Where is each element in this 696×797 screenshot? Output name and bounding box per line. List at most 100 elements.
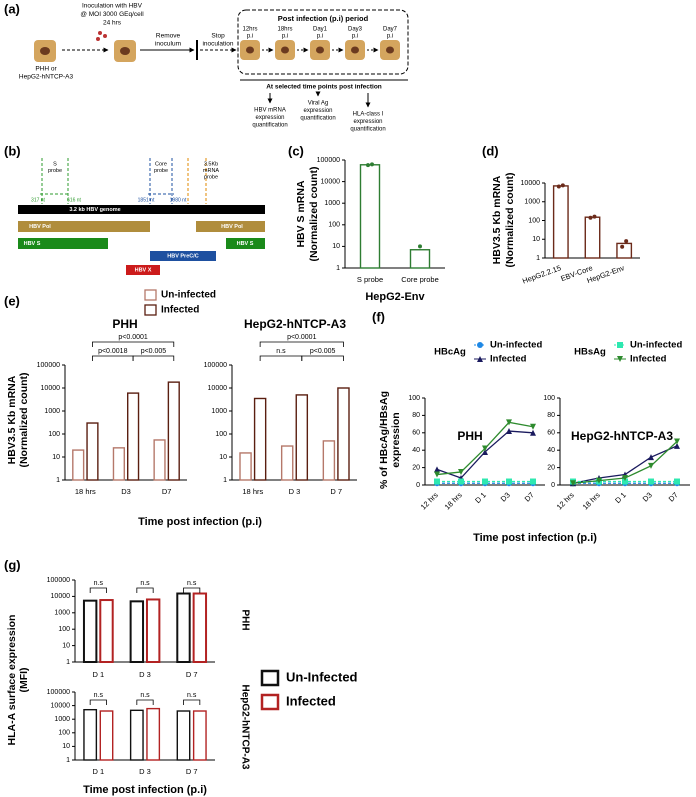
legend-group: HBcAg [434, 347, 466, 358]
panel-label: (d) [482, 143, 499, 158]
x-axis-label: Time post infection (p.i) [473, 532, 597, 544]
annotation: n.s [94, 692, 104, 699]
marker [570, 480, 576, 487]
probe-label: 3.5Kb [204, 161, 218, 167]
bar [337, 387, 350, 481]
y-tick-label: 100 [528, 217, 540, 224]
bracket [183, 587, 201, 593]
bar [552, 185, 569, 259]
marker [674, 442, 680, 449]
x-tick-label: D3 [121, 487, 131, 496]
marker [477, 356, 483, 362]
bar [176, 592, 191, 663]
assay: HLA-class I [353, 112, 384, 118]
y-tick-label: 1000 [211, 408, 227, 415]
y-tick-label: 1000 [54, 716, 70, 723]
bar [584, 216, 601, 259]
marker [482, 478, 488, 485]
y-tick-label: 10 [52, 454, 60, 461]
bar [176, 710, 191, 761]
data-point [560, 183, 565, 188]
bracket [92, 341, 175, 347]
x-tick-label: D 3 [139, 670, 151, 679]
y-tick-label: 10000 [51, 702, 71, 709]
marker [648, 454, 654, 461]
time-point: 12hrs [242, 27, 257, 33]
bracket [259, 355, 303, 361]
x-tick-label: 18 hrs [75, 487, 96, 496]
y-axis-label: HBV S mRNA [295, 180, 307, 248]
y-tick-label: 10000 [521, 180, 541, 187]
y-tick-label: 10000 [321, 178, 341, 185]
marker [482, 445, 488, 452]
time-point: p.i [317, 34, 323, 40]
y-tick-label: 1000 [324, 200, 340, 207]
bracket [259, 341, 344, 347]
step-text: inoculum [155, 41, 181, 48]
inoculation-text: Inoculation with HBV [82, 3, 143, 10]
panel-label: (e) [4, 293, 20, 308]
bar [192, 592, 208, 663]
time-point: p.i [352, 34, 358, 40]
y-tick-label: 100 [543, 395, 555, 402]
y-tick-label: 1 [66, 659, 70, 666]
y-tick-label: 100 [408, 395, 420, 402]
y-tick-label: 100000 [47, 577, 70, 584]
marker [674, 478, 680, 485]
assay: quantification [350, 127, 385, 133]
assay: expression [353, 119, 382, 125]
y-tick-label: 80 [547, 412, 555, 419]
time-point: 18hrs [277, 27, 292, 33]
legend-swatch [260, 669, 280, 687]
bracket [132, 355, 175, 361]
step-text: Remove [156, 33, 181, 40]
marker [617, 356, 623, 362]
marker [530, 423, 536, 430]
y-axis-label: expression [390, 412, 402, 467]
x-tick-label: 18 hrs [443, 490, 464, 511]
data-point [624, 239, 629, 244]
legend-label: Infected [286, 693, 336, 708]
y-tick-label: 10 [532, 236, 540, 243]
panel-label: (b) [4, 143, 21, 158]
probe-end: 1980 nt [170, 197, 187, 203]
chart-title: PHH [112, 317, 137, 331]
assay: HBV mRNA [254, 108, 286, 114]
gene-label: HBV PreC/C [167, 253, 199, 259]
x-tick-label: D3 [499, 490, 512, 503]
x-tick-label: HepG2.2.15 [521, 263, 562, 285]
x-tick-label: 18 hrs [242, 487, 263, 496]
data-point [592, 214, 597, 219]
step-text: Stop [211, 33, 225, 40]
y-tick-label: 100000 [204, 362, 227, 369]
step-text: inoculation [202, 41, 233, 48]
y-tick-label: 10000 [41, 385, 61, 392]
assay: expression [303, 108, 332, 114]
inoculation-text: 24 hrs [103, 20, 122, 27]
legend-swatch [260, 693, 280, 711]
y-tick-label: 100 [215, 431, 227, 438]
cells [34, 31, 400, 62]
bracket [92, 355, 134, 361]
annotation: p<0.0018 [98, 348, 127, 355]
y-tick-label: 80 [412, 412, 420, 419]
annotation: p<0.005 [310, 348, 336, 355]
diagram-b-shapes [18, 158, 265, 275]
gene-label: HBV S [24, 241, 41, 247]
annotation: n.s [140, 692, 150, 699]
marker [477, 342, 483, 348]
bar [82, 599, 98, 664]
gene-label: HBV Pol [29, 224, 51, 230]
y-tick-label: 20 [412, 464, 420, 471]
y-axis-label: HLA-A surface expression [6, 615, 18, 746]
probe-end: 616 nt [67, 197, 82, 203]
probe-label: S [53, 161, 57, 167]
gene-label: HBV Pol [221, 224, 243, 230]
y-axis-label: (Normalized count) [504, 172, 516, 267]
x-tick-label: 18 hrs [581, 490, 602, 511]
bar [167, 381, 180, 481]
bar [192, 710, 207, 761]
y-tick-label: 1 [536, 255, 540, 262]
y-tick-label: 20 [547, 464, 555, 471]
